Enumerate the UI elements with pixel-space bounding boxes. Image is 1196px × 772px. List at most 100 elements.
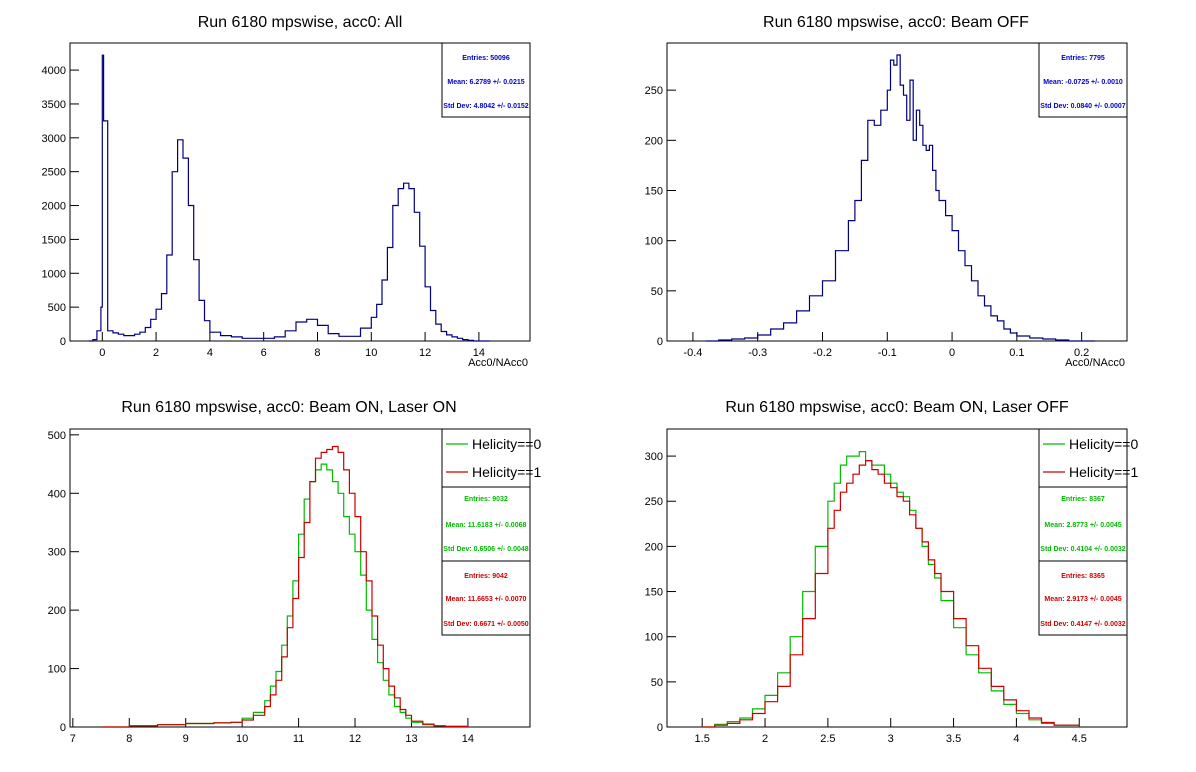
x-axis-label: Acc0/NAcc0 [1065,357,1125,369]
x-tick-label: 7 [70,733,76,745]
y-tick-label: 0 [657,336,663,348]
stats-box: Entries: 50096 Mean: 6.2789 +/- 0.0215 S… [441,42,531,118]
stats-mean: Mean: 11.6653 +/- 0.0070 [446,596,527,603]
stats-mean: Mean: -0.0725 +/- 0.0010 [1043,79,1123,86]
stats-box-helicity-0: Entries: 9032 Mean: 11.6183 +/- 0.0068 S… [441,486,531,562]
x-tick-label: 1.5 [695,733,710,745]
x-tick-label: 12 [349,733,361,745]
y-tick-label: 100 [645,632,663,644]
stats-stddev: Std Dev: 0.4147 +/- 0.0032 [1040,621,1126,628]
stats-stddev: Std Dev: 4.8042 +/- 0.0152 [443,103,529,110]
x-ticks: 0 2 4 6 8 10 12 14 [99,332,485,359]
x-tick-label: 0.1 [1009,347,1024,359]
y-tick-label: 200 [645,135,663,147]
legend-frame [441,428,531,488]
y-tick-label: 200 [645,541,663,553]
y-tick-label: 100 [48,664,66,676]
y-tick-label: 100 [645,236,663,248]
y-tick-label: 150 [645,587,663,599]
x-tick-label: 2 [153,347,159,359]
stats-stddev: Std Dev: 0.6506 +/- 0.0048 [443,546,529,553]
stats-box-helicity-0: Entries: 8367 Mean: 2.8773 +/- 0.0045 St… [1038,486,1128,562]
x-tick-label: -0.1 [878,347,897,359]
histogram-line [705,54,1095,342]
panel-title: Run 6180 mpswise, acc0: Beam OFF [763,14,1029,31]
stats-entries: Entries: 7795 [1061,55,1105,62]
y-ticks: 0 500 1000 1500 2000 2500 3000 3500 4000 [42,65,79,348]
legend-frame [1038,428,1128,488]
stats-box-frame [441,42,531,118]
stats-box-helicity-1: Entries: 9042 Mean: 11.6653 +/- 0.0070 S… [441,560,531,636]
histogram-line-helicity-1 [702,460,1080,728]
stats-entries: Entries: 9042 [464,573,508,580]
x-tick-label: 4 [1013,733,1019,745]
x-tick-label: -0.3 [748,347,767,359]
y-tick-label: 0 [60,336,66,348]
stats-box-frame [1038,486,1128,562]
y-tick-label: 250 [645,496,663,508]
stats-box-frame [441,486,531,562]
y-tick-label: 0 [60,722,66,734]
x-ticks: 7 8 9 10 11 12 13 14 [70,718,474,745]
x-tick-label: -0.4 [683,347,702,359]
stats-stddev: Std Dev: 0.4104 +/- 0.0032 [1040,546,1126,553]
y-tick-label: 4000 [42,65,66,77]
stats-box-frame [1038,560,1128,636]
stats-mean: Mean: 2.9173 +/- 0.0045 [1044,596,1121,603]
stats-stddev: Std Dev: 0.6671 +/- 0.0050 [443,621,529,628]
x-tick-label: 8 [126,733,132,745]
x-tick-label: 8 [314,347,320,359]
y-tick-label: 1000 [42,268,66,280]
panel-title: Run 6180 mpswise, acc0: Beam ON, Laser O… [725,399,1068,416]
panel-all: Run 6180 mpswise, acc0: All 0 500 1000 1500… [42,14,531,369]
legend-label-helicity-0: Helicity==0 [472,436,541,452]
y-tick-label: 300 [645,451,663,463]
y-tick-label: 250 [645,85,663,97]
panel-laser-on: Run 6180 mpswise, acc0: Beam ON, Laser O… [48,399,542,745]
y-tick-label: 200 [48,605,66,617]
stats-box-frame [1038,42,1128,118]
y-tick-label: 50 [651,286,663,298]
x-ticks: -0.4 -0.3 -0.2 -0.1 0 0.1 0.2 [683,332,1089,359]
y-tick-label: 3500 [42,99,66,111]
x-tick-label: 13 [405,733,417,745]
stats-mean: Mean: 11.6183 +/- 0.0068 [446,522,527,529]
x-tick-label: 3 [888,733,894,745]
y-tick-label: 400 [48,488,66,500]
plot-frame [666,42,1128,342]
plot-frame [69,42,531,342]
histogram-line-helicity-1 [101,445,469,728]
y-tick-label: 3000 [42,133,66,145]
y-tick-label: 500 [48,302,66,314]
stats-box: Entries: 7795 Mean: -0.0725 +/- 0.0010 S… [1038,42,1128,118]
x-tick-label: 2 [762,733,768,745]
y-tick-label: 500 [48,430,66,442]
x-ticks: 1.5 2 2.5 3 3.5 4 4.5 [695,718,1087,745]
panel-title: Run 6180 mpswise, acc0: Beam ON, Laser O… [121,399,456,416]
stats-entries: Entries: 9032 [464,496,508,503]
y-ticks: 0 50 100 150 200 250 300 [645,451,676,734]
legend-label-helicity-0: Helicity==0 [1069,436,1138,452]
x-tick-label: 0 [949,347,955,359]
legend-label-helicity-1: Helicity==1 [472,464,541,480]
x-tick-label: -0.2 [813,347,832,359]
stats-mean: Mean: 6.2789 +/- 0.0215 [447,79,524,86]
histogram-line [88,54,490,342]
x-tick-label: 2.5 [820,733,835,745]
y-tick-label: 2000 [42,201,66,213]
panel-beam-off: Run 6180 mpswise, acc0: Beam OFF 0 50 100 1… [645,14,1128,369]
legend: Helicity==0 Helicity==1 [1038,428,1138,488]
stats-mean: Mean: 2.8773 +/- 0.0045 [1044,522,1121,529]
x-tick-label: 14 [473,347,485,359]
stats-box-helicity-1: Entries: 8365 Mean: 2.9173 +/- 0.0045 St… [1038,560,1128,636]
y-ticks: 0 100 200 300 400 500 [48,430,79,734]
stats-box-frame [441,560,531,636]
x-tick-label: 3.5 [946,733,961,745]
x-tick-label: 9 [183,733,189,745]
y-tick-label: 1500 [42,234,66,246]
stats-entries: Entries: 8367 [1061,496,1105,503]
y-ticks: 0 50 100 150 200 250 [645,85,676,348]
x-tick-label: 12 [419,347,431,359]
x-tick-label: 11 [293,733,304,745]
